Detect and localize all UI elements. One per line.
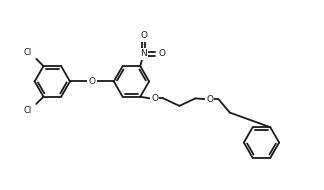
Text: O: O xyxy=(88,77,95,86)
Text: N: N xyxy=(140,49,147,58)
Text: Cl: Cl xyxy=(24,106,32,115)
Text: O: O xyxy=(151,94,158,103)
Text: O: O xyxy=(140,31,147,40)
Text: O: O xyxy=(206,95,213,104)
Text: Cl: Cl xyxy=(24,48,32,57)
Text: O: O xyxy=(158,49,166,58)
